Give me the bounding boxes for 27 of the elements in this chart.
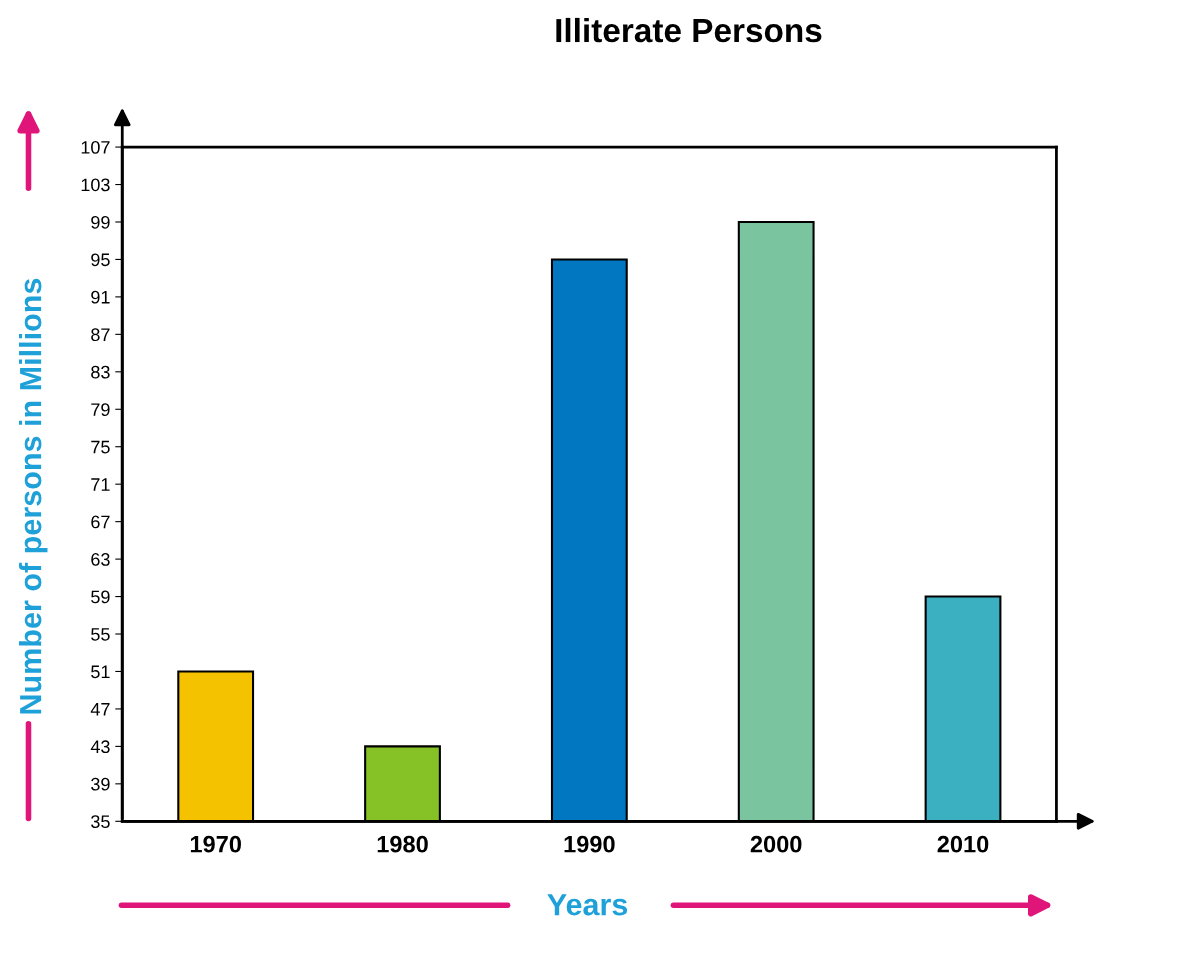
y-tick-label: 95 bbox=[91, 253, 110, 267]
x-tick-label: 1970 bbox=[190, 835, 241, 853]
y-tick-label: 67 bbox=[91, 515, 110, 529]
y-tick-label: 103 bbox=[81, 178, 110, 192]
x-tick-label: 2000 bbox=[750, 835, 802, 853]
y-tick-label: 47 bbox=[90, 703, 110, 716]
y-tick-label: 63 bbox=[91, 553, 110, 566]
y-tick-label: 87 bbox=[91, 328, 110, 342]
y-tick-label: 83 bbox=[91, 365, 110, 379]
y-tick-label: 91 bbox=[91, 290, 110, 304]
y-tick-label: 35 bbox=[91, 815, 110, 829]
x-tick-label: 1980 bbox=[377, 835, 428, 853]
x-tick-label: 1990 bbox=[564, 835, 615, 853]
y-tick-label: 79 bbox=[91, 403, 110, 416]
y-tick-label: 43 bbox=[90, 740, 110, 754]
y-tick-label: 39 bbox=[91, 777, 110, 791]
y-tick-label: 99 bbox=[91, 215, 110, 229]
x-tick-label: 2010 bbox=[937, 835, 989, 853]
y-tick-label: 59 bbox=[91, 590, 110, 604]
y-tick-label: 71 bbox=[91, 478, 110, 491]
y-tick-label: 51 bbox=[91, 665, 110, 679]
chart-title: Illiterate Persons bbox=[556, 17, 822, 43]
y-tick-label: 55 bbox=[91, 628, 110, 641]
y-tick-label: 107 bbox=[81, 141, 110, 154]
y-tick-label: 75 bbox=[91, 440, 110, 454]
y-axis-title: Number of persons in Millions bbox=[18, 278, 48, 714]
x-axis-title: Years bbox=[547, 894, 628, 916]
